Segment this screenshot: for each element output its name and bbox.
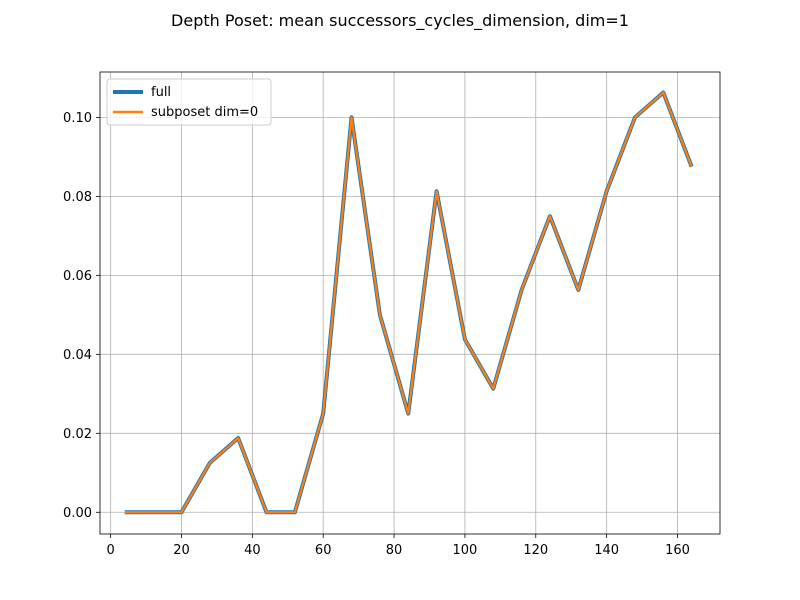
- grid: [100, 72, 720, 534]
- x-tick-label: 20: [173, 543, 190, 558]
- x-tick-label: 120: [523, 543, 548, 558]
- y-tick-label: 0.04: [63, 348, 92, 363]
- legend: full subposet dim=0: [106, 78, 272, 126]
- y-tick-label: 0.08: [63, 190, 92, 205]
- x-tick-label: 160: [665, 543, 690, 558]
- legend-label-full: full: [151, 85, 171, 100]
- y-tick-label: 0.02: [63, 427, 92, 442]
- x-tick-label: 60: [315, 543, 332, 558]
- chart-title: Depth Poset: mean successors_cycles_dime…: [171, 11, 629, 31]
- x-tick-label: 0: [106, 543, 114, 558]
- plot-frame: [99, 71, 721, 535]
- x-tick-label: 100: [453, 543, 478, 558]
- y-tick-label: 0.00: [63, 506, 92, 521]
- y-tick-label: 0.10: [63, 111, 92, 126]
- legend-box: [106, 78, 272, 126]
- legend-label-subposet: subposet dim=0: [151, 105, 258, 120]
- axis-ticks: 0 20 40 60 80 100 120 140 160 0.00 0.02 0.04 0.06 0.0…: [63, 111, 690, 558]
- x-tick-label: 80: [386, 543, 403, 558]
- y-tick-label: 0.06: [63, 269, 92, 284]
- x-tick-label: 40: [244, 543, 261, 558]
- x-tick-label: 140: [594, 543, 619, 558]
- series-lines: [124, 90, 694, 515]
